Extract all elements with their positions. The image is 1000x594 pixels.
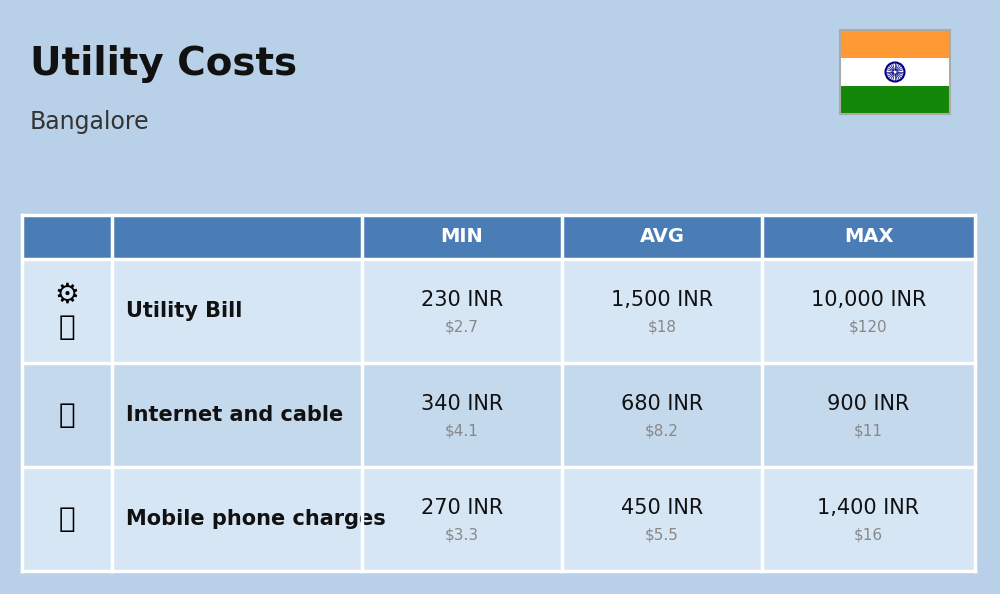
Text: $2.7: $2.7 bbox=[445, 320, 479, 334]
Text: $5.5: $5.5 bbox=[645, 527, 679, 542]
Text: Mobile phone charges: Mobile phone charges bbox=[126, 509, 386, 529]
Text: MIN: MIN bbox=[441, 228, 483, 247]
Text: $4.1: $4.1 bbox=[445, 424, 479, 438]
FancyBboxPatch shape bbox=[22, 259, 975, 363]
Text: AVG: AVG bbox=[640, 228, 684, 247]
Text: 1,400 INR: 1,400 INR bbox=[817, 498, 920, 518]
Text: 📡: 📡 bbox=[59, 401, 75, 429]
FancyBboxPatch shape bbox=[22, 467, 975, 571]
Text: 340 INR: 340 INR bbox=[421, 394, 503, 414]
Text: Internet and cable: Internet and cable bbox=[126, 405, 343, 425]
Text: 10,000 INR: 10,000 INR bbox=[811, 290, 926, 310]
Text: 270 INR: 270 INR bbox=[421, 498, 503, 518]
Text: $11: $11 bbox=[854, 424, 883, 438]
Text: $120: $120 bbox=[849, 320, 888, 334]
Text: Bangalore: Bangalore bbox=[30, 110, 150, 134]
FancyBboxPatch shape bbox=[840, 58, 950, 86]
Text: $18: $18 bbox=[648, 320, 676, 334]
Text: MAX: MAX bbox=[844, 228, 893, 247]
Text: $16: $16 bbox=[854, 527, 883, 542]
Text: $3.3: $3.3 bbox=[445, 527, 479, 542]
Text: 230 INR: 230 INR bbox=[421, 290, 503, 310]
Text: ⚙
🔌: ⚙ 🔌 bbox=[55, 281, 79, 341]
Text: 900 INR: 900 INR bbox=[827, 394, 910, 414]
Text: Utility Costs: Utility Costs bbox=[30, 45, 297, 83]
Text: $8.2: $8.2 bbox=[645, 424, 679, 438]
Text: 1,500 INR: 1,500 INR bbox=[611, 290, 713, 310]
FancyBboxPatch shape bbox=[840, 30, 950, 58]
Text: 450 INR: 450 INR bbox=[621, 498, 703, 518]
Text: 📱: 📱 bbox=[59, 505, 75, 533]
FancyBboxPatch shape bbox=[840, 86, 950, 114]
Text: Utility Bill: Utility Bill bbox=[126, 301, 242, 321]
FancyBboxPatch shape bbox=[22, 215, 975, 259]
FancyBboxPatch shape bbox=[22, 363, 975, 467]
Text: 680 INR: 680 INR bbox=[621, 394, 703, 414]
